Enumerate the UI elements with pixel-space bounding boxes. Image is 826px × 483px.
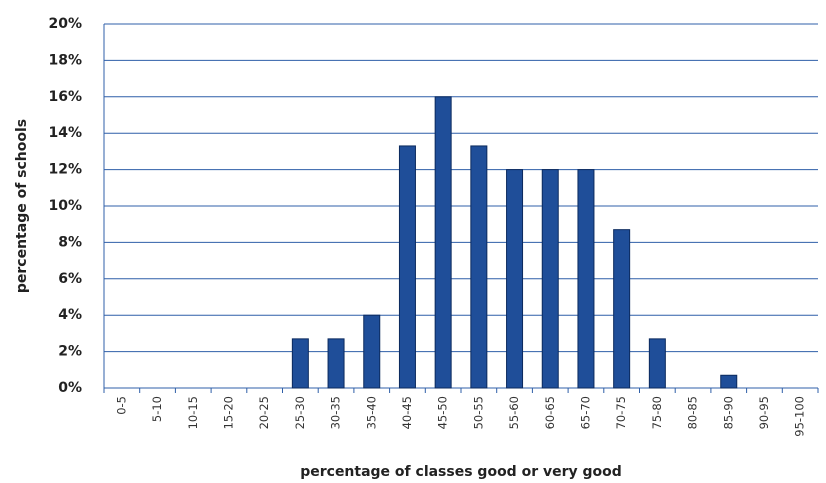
y-tick-label: 2% — [58, 344, 82, 360]
x-tick-label: 15-20 — [221, 396, 235, 429]
bar — [363, 314, 381, 389]
x-tick-label: 30-35 — [329, 396, 343, 429]
x-tick-label: 75-80 — [650, 396, 664, 429]
x-tick-label: 45-50 — [436, 396, 450, 429]
y-tick-label: 18% — [48, 52, 82, 68]
x-tick-label: 35-40 — [364, 396, 378, 429]
x-tick-label: 10-15 — [186, 396, 200, 429]
x-tick-label: 40-45 — [400, 396, 414, 429]
bar — [291, 338, 309, 389]
x-tick-label: 25-30 — [293, 396, 307, 429]
bar — [720, 374, 738, 389]
bar — [613, 229, 631, 389]
x-tick-label: 80-85 — [686, 396, 700, 429]
bar — [541, 169, 559, 389]
y-tick-label: 4% — [58, 307, 82, 323]
y-tick-label: 12% — [48, 162, 82, 178]
y-tick-label: 20% — [48, 16, 82, 32]
bar — [398, 145, 416, 389]
x-tick-label: 50-55 — [471, 396, 485, 429]
bar — [470, 145, 488, 389]
y-tick-label: 10% — [48, 198, 82, 214]
x-tick-label: 85-90 — [721, 396, 735, 429]
x-tick-label: 55-60 — [507, 396, 521, 429]
y-tick-label: 6% — [58, 271, 82, 287]
bar — [327, 338, 345, 389]
x-tick-label: 70-75 — [614, 396, 628, 429]
y-axis-title: percentage of schools — [14, 119, 30, 293]
x-tick-label: 60-65 — [543, 396, 557, 429]
x-axis-title: percentage of classes good or very good — [300, 464, 622, 480]
y-tick-label: 14% — [48, 125, 82, 141]
bar — [648, 338, 666, 389]
x-tick-label: 0-5 — [114, 396, 128, 415]
x-tick-label: 90-95 — [757, 396, 771, 429]
x-tick-label: 65-70 — [578, 396, 592, 429]
y-tick-label: 8% — [58, 234, 82, 250]
x-tick-label: 20-25 — [257, 396, 271, 429]
x-tick-label: 5-10 — [150, 396, 164, 422]
bar — [577, 169, 595, 389]
bar — [434, 96, 452, 389]
bar — [506, 169, 524, 389]
y-tick-label: 16% — [48, 89, 82, 105]
x-tick-label: 95-100 — [793, 396, 807, 437]
y-tick-label: 0% — [58, 380, 82, 396]
